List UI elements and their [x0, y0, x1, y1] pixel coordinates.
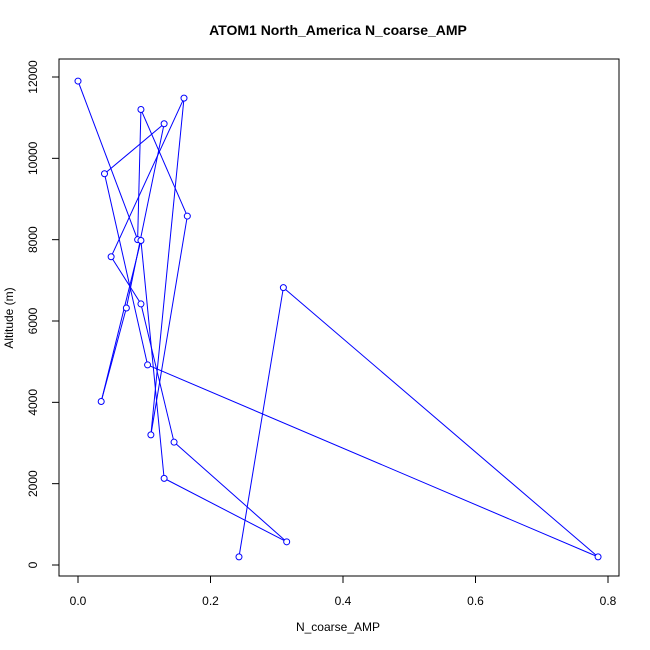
y-axis: 0 2000 4000 6000 8000 10000 12000 [26, 60, 60, 568]
x-tick-label: 0.8 [600, 594, 617, 608]
data-point [180, 94, 188, 102]
y-tick-label: 0 [26, 561, 40, 568]
data-point [122, 304, 130, 312]
y-tick-label: 2000 [26, 470, 40, 497]
y-tick-label: 8000 [26, 226, 40, 253]
y-tick-label: 10000 [26, 141, 40, 175]
chart-title: ATOM1 North_America N_coarse_AMP [209, 22, 467, 38]
series-segment [238, 287, 284, 557]
data-point [235, 553, 243, 561]
x-tick-label: 0.2 [202, 594, 219, 608]
data-point [160, 474, 168, 482]
y-axis-label: Altitude (m) [2, 287, 16, 348]
data-point [160, 120, 168, 128]
data-point [74, 77, 82, 85]
series-segment [150, 215, 188, 435]
series-segment [140, 109, 188, 217]
data-point [137, 236, 145, 244]
series-markers [74, 77, 602, 561]
data-point [97, 398, 105, 406]
data-point [594, 553, 602, 561]
data-point [170, 438, 178, 446]
y-tick-label: 12000 [26, 60, 40, 94]
series-segment [163, 477, 287, 543]
series-segment [283, 287, 599, 558]
series-segment [104, 123, 165, 175]
y-tick-label: 6000 [26, 307, 40, 334]
data-point [137, 300, 145, 308]
series-segment [77, 80, 139, 240]
series-segment [147, 364, 599, 558]
x-axis: 0.0 0.2 0.4 0.6 0.8 [70, 575, 617, 608]
series-segment [137, 109, 142, 240]
series-segment [100, 307, 127, 402]
series-segment [125, 123, 165, 309]
x-tick-label: 0.0 [70, 594, 87, 608]
data-point [183, 212, 191, 220]
data-point [137, 106, 145, 114]
series-segment [173, 441, 288, 543]
series-segment [104, 173, 149, 366]
x-tick-label: 0.6 [467, 594, 484, 608]
series-segment [140, 240, 165, 479]
x-axis-label: N_coarse_AMP [296, 620, 380, 634]
data-point [279, 284, 287, 292]
data-point [101, 170, 108, 178]
data-point [107, 253, 115, 261]
series-segment [140, 303, 175, 443]
y-tick-label: 4000 [26, 389, 40, 416]
series-line [77, 80, 599, 558]
series-segment [150, 98, 185, 435]
series-segment [110, 97, 185, 257]
data-point [283, 538, 291, 546]
data-point [147, 431, 155, 439]
x-tick-label: 0.4 [335, 594, 352, 608]
data-point [144, 361, 152, 369]
series-segment [110, 256, 142, 305]
